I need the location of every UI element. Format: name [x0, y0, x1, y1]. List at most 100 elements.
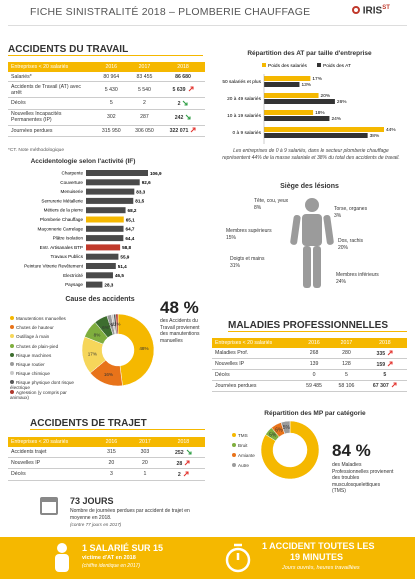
person-icon	[55, 543, 69, 572]
category-label: Couverture	[60, 180, 83, 185]
lesion-value: 8%	[254, 204, 262, 211]
cell-text: 315	[107, 449, 116, 456]
category-label: Electricité	[63, 273, 83, 278]
table-cell: Accidents de Travail (AT) avec arrêt	[8, 81, 95, 99]
chart-title: Répartition des AT par taille d'entrepri…	[247, 50, 372, 57]
table-row: Accidents trajet 315 303 252	[8, 447, 205, 459]
table-cell: 58 106	[330, 380, 363, 392]
table-cell: Nouvelles Incapacités Permanentes (IP)	[8, 109, 95, 126]
category-label: 0 à 9 salariés	[232, 130, 261, 136]
legend-label: Outillage à main	[16, 334, 50, 340]
category-label: Plomberie Chauffage	[40, 217, 84, 222]
category-label: Charpente	[62, 171, 84, 176]
slice-label: 48%	[139, 346, 148, 351]
value-label: 38%	[370, 133, 380, 139]
footer-headline: 1 ACCIDENT TOUTES LES	[262, 541, 375, 551]
category-label: Plâtre Isolation	[53, 236, 84, 241]
table-cell: 159	[362, 358, 407, 371]
footer-line: victime d'AT en 2018	[82, 555, 136, 561]
legend-label: Chutes de plain-pied	[16, 343, 59, 349]
table-row: Maladies Prof. 268 280 335	[212, 348, 407, 360]
trend-arrow	[188, 86, 194, 92]
trend-arrow	[183, 100, 189, 106]
table-cell: 80 964	[94, 72, 128, 83]
header-cell: 2018	[362, 338, 407, 348]
chart-title: Cause des accidents	[65, 296, 135, 303]
legend-item: Chutes de hauteur	[10, 325, 78, 330]
logo-text: IRIS	[362, 5, 383, 17]
footer-icons	[55, 543, 251, 573]
lesion-value: 15%	[226, 234, 237, 241]
donut-slice	[117, 313, 155, 386]
bar	[86, 235, 124, 242]
cell-text: 20	[142, 460, 148, 467]
mp-donut: 5%6% 5%	[260, 420, 320, 480]
trend-arrow-shape	[191, 127, 196, 133]
trend-arrow-shape	[183, 100, 189, 106]
lesion-label: Membres inférieurs 24%	[336, 272, 379, 285]
lesion-label: Tête, cou, yeux 8%	[254, 198, 288, 211]
footer-line: Jours ouvrés, heures travaillées	[282, 565, 360, 571]
lesion-value: 24%	[336, 278, 347, 285]
cell-text: 86 680	[175, 73, 191, 80]
section-title: ACCIDENTS DU TRAVAIL	[8, 44, 203, 56]
footer-band	[0, 537, 415, 579]
table-cell: Décès	[8, 97, 95, 110]
value-label: 44%	[386, 127, 396, 133]
lesion-label: Doigts et mains 31%	[230, 256, 264, 269]
value-label: 18%	[315, 110, 325, 116]
causes-donut: 48%16%17%8%6% 2%1%1%1%	[81, 313, 155, 387]
header-cell: 2018	[161, 62, 205, 72]
table-cell: 0	[297, 369, 331, 381]
category-label: 10 à 19 salariés	[227, 113, 261, 119]
table-row: Nouvelles Incapacités Permanentes (IP) 30…	[8, 109, 205, 126]
bar	[86, 272, 113, 279]
value-label: 13%	[301, 82, 311, 88]
stat-sub: (contre 77 jours en 2017)	[70, 522, 122, 527]
legend-item: Risque chimique	[10, 371, 78, 376]
slice-label: 17%	[88, 352, 97, 357]
donut-slice	[115, 313, 119, 335]
legend-item: Outillage à main	[10, 334, 78, 339]
cell-text: Nouvelles IP	[11, 460, 41, 467]
table-cell: Décès	[212, 369, 298, 381]
stat-value: 84 %	[332, 441, 371, 460]
stat-value: 48 %	[160, 298, 199, 317]
value-label: 64,7	[126, 227, 135, 232]
slice-label: 5%	[269, 432, 277, 438]
cell-text: Maladies Prof.	[215, 350, 249, 357]
trend-arrow-shape	[387, 350, 393, 355]
table-row: Décès 3 1 2	[8, 468, 205, 481]
table-cell: 302	[94, 109, 128, 126]
trend-arrow	[387, 350, 393, 355]
legend-label: Risque machines	[16, 352, 52, 358]
donut-slice	[260, 420, 320, 480]
trend-arrow	[186, 449, 192, 455]
table-cell: 3	[94, 468, 129, 481]
stat-text: Nombre de journées perdues par accident …	[70, 508, 190, 521]
category-label: Maçonnerie Carrelage	[38, 226, 84, 231]
lesion-name: Dos, rachis	[338, 238, 364, 244]
legend-label: Autre	[238, 463, 249, 468]
cell-text: 2	[177, 471, 181, 478]
trend-arrow	[183, 471, 189, 477]
cell-text: 128	[342, 361, 351, 368]
trend-arrow-shape	[391, 382, 397, 388]
legend-item: Risque physique dont risque électrique	[10, 380, 78, 390]
legend-label: Risque routier	[16, 362, 45, 367]
table-cell: 335	[362, 348, 407, 360]
bar	[264, 116, 330, 121]
table-cell: 280	[330, 348, 363, 360]
table-row: Journées perdues 315 950 306 050 322 071	[8, 125, 205, 137]
lesion-label: Dos, rachis 20%	[338, 238, 363, 251]
header-cell: Entreprises < 20 salariés	[212, 338, 298, 348]
value-label: 46,5	[115, 273, 124, 278]
trend-arrow	[184, 460, 190, 466]
data-table: Entreprises < 20 salariés 2016 2017 2018 Acc…	[8, 437, 205, 481]
category-label: Serrurerie Métallerie	[41, 198, 83, 203]
cell-text: 0	[312, 371, 316, 378]
cell-text: 159	[376, 361, 386, 368]
cell-text: 5	[383, 371, 387, 378]
cell-text: Décès	[215, 371, 230, 378]
header-rule	[8, 25, 407, 26]
